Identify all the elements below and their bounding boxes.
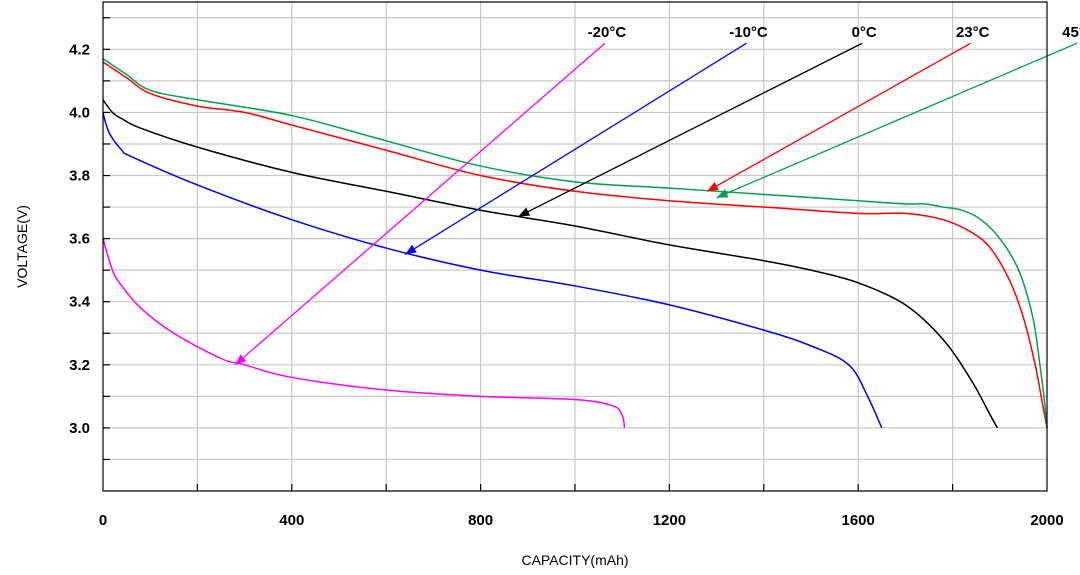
y-tick-label: 4.0 [69, 104, 90, 121]
series-line [102, 61, 1048, 429]
series-arrow-head [235, 354, 247, 365]
series-arrow-head [707, 181, 719, 192]
x-tick-label: 0 [99, 512, 107, 529]
x-tick-label: 2000 [1030, 512, 1063, 529]
x-axis-ticks: 0 400 800 1200 1600 2000 [99, 484, 1064, 529]
series-label: -10°C [729, 24, 768, 41]
series-arrow-line [404, 42, 747, 255]
y-tick-label: 3.6 [69, 231, 90, 248]
series-line [102, 99, 999, 429]
x-axis-title: CAPACITY(mAh) [521, 552, 628, 568]
series-arrows [234, 42, 1078, 366]
y-axis-title: VOLTAGE(V) [14, 205, 30, 288]
series-arrow-head [518, 207, 531, 217]
series-label: 23°C [956, 24, 990, 41]
y-tick-label: 3.4 [69, 294, 91, 311]
series-label: 0°C [852, 24, 877, 41]
y-tick-label: 4.2 [69, 41, 90, 58]
series-label: -20°C [588, 24, 627, 41]
y-tick-label: 3.2 [69, 357, 90, 374]
series-arrow-line [716, 42, 1078, 199]
series-line [102, 238, 626, 429]
x-tick-label: 400 [279, 512, 304, 529]
series-line [102, 112, 883, 429]
series-labels: -20°C -10°C 0°C 23°C 45°C [588, 24, 1080, 41]
x-tick-label: 1200 [653, 512, 686, 529]
y-tick-label: 3.8 [69, 168, 90, 185]
x-tick-label: 800 [468, 512, 493, 529]
x-tick-label: 1600 [842, 512, 875, 529]
series-arrow-line [706, 42, 972, 192]
series-label: 45°C [1062, 24, 1080, 41]
series-arrow-head [716, 189, 729, 198]
series-line [102, 58, 1048, 428]
series-lines [102, 58, 1048, 429]
y-tick-label: 3.0 [69, 420, 90, 437]
series-arrow-head [405, 244, 417, 255]
series-arrow-line [234, 42, 606, 366]
y-axis-ticks: 3.0 3.2 3.4 3.6 3.8 4.0 4.2 [69, 17, 110, 461]
grid [103, 2, 1047, 491]
series-arrow-line [518, 42, 863, 218]
